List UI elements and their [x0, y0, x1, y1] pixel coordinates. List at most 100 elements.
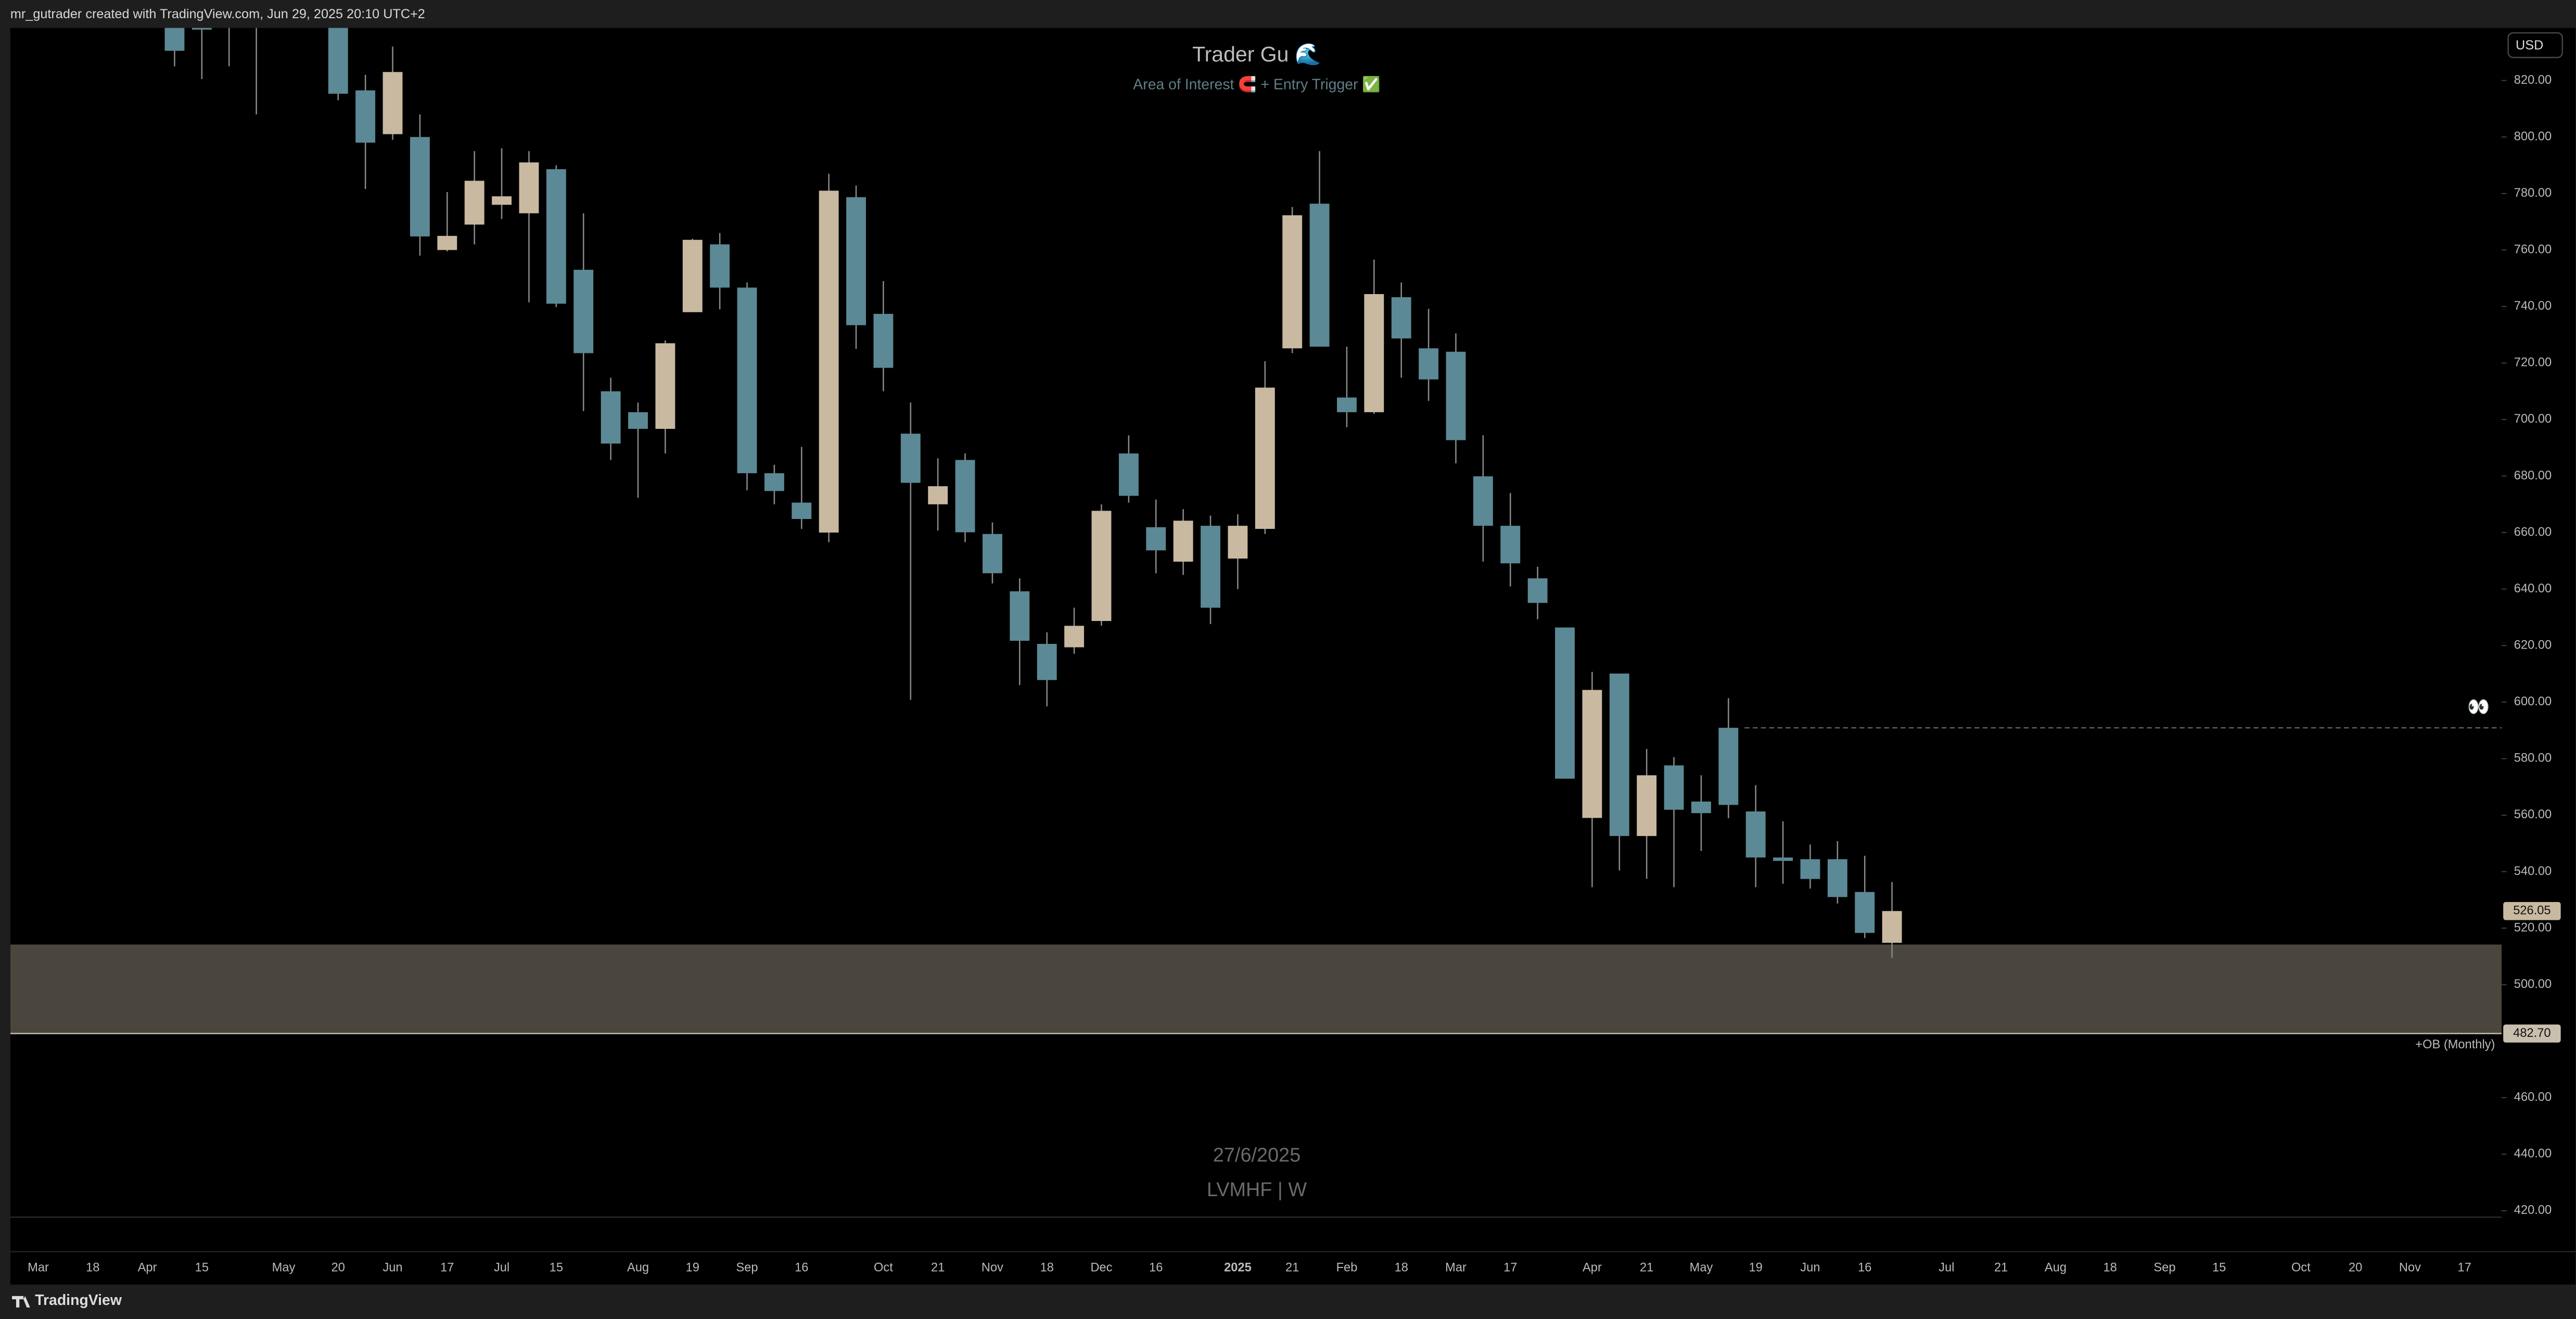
x-tick-label: 15 [550, 1261, 563, 1274]
candle-body [1173, 521, 1193, 562]
y-tick-label: 560.00 [2514, 808, 2552, 821]
candle-body [655, 343, 675, 429]
y-tick-label: 460.00 [2514, 1090, 2552, 1104]
x-tick-label: 18 [1395, 1261, 1408, 1274]
candle-body [464, 181, 484, 225]
candle-body [900, 434, 921, 483]
x-tick-label: Sep [736, 1261, 758, 1274]
x-tick-label: 16 [1149, 1261, 1163, 1274]
x-tick-label: Oct [874, 1261, 893, 1274]
candle-body [1773, 857, 1793, 861]
x-tick-label: Jul [494, 1261, 509, 1274]
y-tick-label: 440.00 [2514, 1147, 2552, 1161]
x-tick-label: May [272, 1261, 296, 1274]
credit: mr_gutrader created with TradingView.com… [10, 7, 425, 21]
chart-title: Trader Gu 🌊 [1192, 42, 1321, 66]
y-tick-label: 540.00 [2514, 865, 2552, 878]
candle-body [1146, 527, 1166, 551]
x-tick-label: 21 [1994, 1261, 2008, 1274]
x-tick-label: 18 [2103, 1261, 2117, 1274]
x-tick-label: Mar [28, 1261, 49, 1274]
y-tick-label: 520.00 [2514, 921, 2552, 934]
last-price-tag [2503, 902, 2561, 920]
watermark-date: 27/6/2025 [1213, 1145, 1300, 1166]
x-tick-label: 19 [686, 1261, 699, 1274]
currency-button[interactable] [2507, 32, 2564, 58]
x-tick-label: 21 [1640, 1261, 1653, 1274]
candle-body [710, 244, 730, 288]
y-tick-label: 800.00 [2514, 130, 2552, 143]
y-tick-label: 680.00 [2514, 469, 2552, 483]
x-tick-label: 21 [1285, 1261, 1299, 1274]
candle-body [1337, 397, 1357, 412]
candle-body [410, 137, 430, 237]
candle-body [1282, 215, 1303, 349]
y-tick-label: 620.00 [2514, 639, 2552, 652]
candle-body [382, 72, 403, 134]
x-tick-label: Apr [138, 1261, 157, 1274]
candle-body [1364, 294, 1384, 412]
candle-body [1228, 526, 1248, 559]
y-tick-label: 420.00 [2514, 1203, 2552, 1217]
candle-body [1118, 453, 1139, 496]
y-tick-label: 640.00 [2514, 582, 2552, 595]
currency: USD [2516, 38, 2543, 53]
candle-body [1473, 476, 1493, 526]
x-tick-label: Nov [981, 1261, 1003, 1274]
candle-body [873, 313, 894, 368]
x-tick-label: 20 [331, 1261, 345, 1274]
y-tick-label: 720.00 [2514, 356, 2552, 370]
y-tick-label: 820.00 [2514, 73, 2552, 87]
candle-body [1391, 297, 1411, 339]
x-tick-label: 21 [931, 1261, 945, 1274]
x-tick-label: Mar [1445, 1261, 1466, 1274]
candle-body [437, 236, 457, 250]
x-tick-label: 16 [795, 1261, 808, 1274]
x-tick-label: 16 [1858, 1261, 1871, 1274]
y-tick-label: 780.00 [2514, 186, 2552, 200]
x-tick-label: 18 [86, 1261, 99, 1274]
x-tick-label: 15 [195, 1261, 209, 1274]
candle-body [192, 28, 212, 30]
x-tick-label: Apr [1583, 1261, 1602, 1274]
candle-body [1718, 728, 1739, 805]
chart-subtitle: Area of Interest 🧲 + Entry Trigger ✅ [1133, 76, 1380, 93]
candle-body [492, 196, 512, 205]
x-tick-label: 20 [2349, 1261, 2362, 1274]
candle-body [1800, 859, 1820, 879]
candle-body [1637, 775, 1657, 836]
y-tick-label: 700.00 [2514, 412, 2552, 426]
candle-body [1827, 859, 1847, 897]
candle-body [628, 412, 648, 429]
x-tick-label: 17 [2458, 1261, 2471, 1274]
candle-body [1309, 204, 1330, 347]
brand: TradingView [35, 1292, 122, 1309]
candle-body [1419, 348, 1439, 379]
candle-body [1745, 811, 1766, 858]
candle-body [1527, 578, 1548, 603]
candle-body [682, 239, 703, 312]
x-tick-label: Dec [1090, 1261, 1112, 1274]
candle-body [1201, 526, 1220, 608]
brand-logo [12, 1296, 30, 1308]
candle-body [819, 191, 839, 533]
candle-body [1446, 351, 1466, 440]
candle-body [1609, 673, 1629, 836]
candle-body [573, 270, 594, 353]
x-tick-label: Nov [2399, 1261, 2421, 1274]
candle-body [1037, 644, 1057, 680]
candle-body [737, 287, 757, 474]
candle-body [1855, 892, 1875, 933]
x-tick-label: Oct [2291, 1261, 2311, 1274]
candle-body [764, 473, 784, 491]
candle-body [983, 534, 1002, 574]
x-tick-label: Jul [1939, 1261, 1954, 1274]
y-tick-label: 660.00 [2514, 525, 2552, 539]
y-tick-label: 500.00 [2514, 978, 2552, 991]
y-tick-label: 580.00 [2514, 752, 2552, 765]
x-tick-label: Sep [2153, 1261, 2175, 1274]
zone-label: +OB (Monthly) [2415, 1038, 2495, 1051]
last-price-label: 526.05 [2513, 904, 2551, 917]
candle-body [1091, 511, 1112, 622]
